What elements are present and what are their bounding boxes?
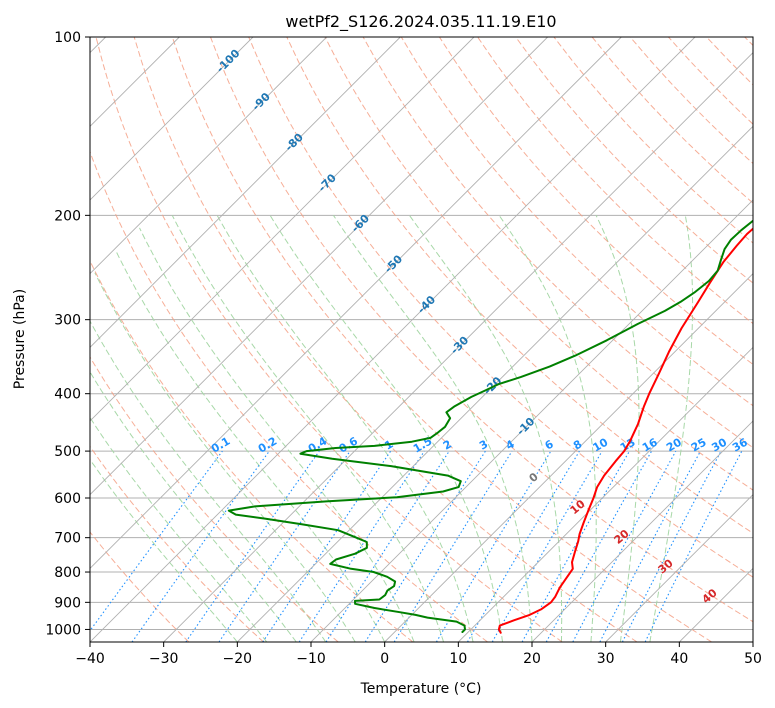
- moist-adiabat-line: [649, 215, 694, 642]
- isotherm-line: [384, 273, 753, 642]
- moist-adiabat-line: [498, 215, 597, 642]
- x-tick-label: 10: [449, 651, 467, 667]
- y-tick-label: 100: [54, 30, 81, 46]
- y-tick-label: 200: [54, 208, 81, 224]
- pressure-gridlines: [90, 36, 753, 630]
- isotherm-line: [605, 494, 753, 642]
- mixing-ratio-line: [393, 450, 513, 642]
- moist-adiabat-line: [332, 215, 533, 642]
- dry-adiabat-line: [171, 37, 712, 642]
- isotherm-line: [310, 199, 753, 642]
- moist-adiabat-line: [408, 215, 563, 642]
- y-tick-label: 500: [54, 444, 81, 460]
- x-tick-label: −30: [149, 651, 179, 667]
- moist-adiabat-line: [595, 215, 640, 642]
- mixing-ratio-line: [131, 450, 270, 642]
- x-tick-label: −10: [296, 651, 326, 667]
- mixing-ratio-line: [298, 450, 425, 642]
- dry-adiabat-line: [515, 37, 753, 284]
- isotherm-line: [90, 37, 696, 642]
- mixing-ratio-line: [185, 450, 320, 642]
- isotherm-line: [458, 346, 753, 642]
- plot-area: [90, 37, 753, 642]
- x-axis-title: Temperature (°C): [360, 681, 482, 697]
- moist-adiabat-line: [216, 215, 474, 642]
- dry-adiabat-line: [400, 37, 753, 407]
- moist-adiabat-line: [90, 458, 238, 642]
- mixing-ratio-line: [545, 450, 653, 642]
- dry-adiabat-line: [133, 37, 638, 642]
- dry-adiabat-line: [248, 37, 753, 578]
- isotherm-line: [90, 37, 622, 569]
- y-tick-label: 400: [54, 387, 81, 403]
- dry-adiabat-line: [90, 356, 339, 642]
- y-tick-label: 700: [54, 531, 81, 547]
- y-tick-label: 600: [54, 491, 81, 507]
- x-tick-label: 30: [597, 651, 615, 667]
- isotherm-line: [90, 37, 475, 422]
- isotherm-line: [90, 37, 548, 496]
- x-tick-label: 40: [670, 651, 688, 667]
- mixing-ratio-line: [218, 450, 351, 642]
- mixing-ratio-line: [644, 450, 743, 642]
- temperature-profile-line: [497, 227, 753, 634]
- x-tick-label: −40: [75, 651, 105, 667]
- dry-adiabat-line: [95, 37, 563, 642]
- x-axis-ticks: −40 −30 −20 −10 0 10 20 30 40 50: [75, 642, 762, 667]
- x-tick-label: 50: [744, 651, 762, 667]
- chart-title: wetPf2_S126.2024.035.11.19.E10: [285, 12, 556, 32]
- dry-adiabat-line: [90, 445, 264, 642]
- isotherm-line: [90, 37, 401, 348]
- x-tick-label: −20: [223, 651, 253, 667]
- moist-adiabat-line: [139, 227, 415, 642]
- dry-adiabat-line: [90, 150, 488, 642]
- isotherm-line: [237, 125, 753, 642]
- dry-adiabat-line: [210, 37, 753, 623]
- y-axis-title: Pressure (hPa): [12, 289, 28, 389]
- y-tick-label: 300: [54, 313, 81, 329]
- mixing-ratio-line: [262, 450, 392, 642]
- x-tick-label: 20: [523, 651, 541, 667]
- y-axis-ticks: 100 200 300 400 500 600 700 800 900 1000: [45, 30, 90, 638]
- mixing-ratio-line: [521, 450, 630, 642]
- mixing-ratio-lines: [90, 450, 743, 642]
- moist-adiabat-line: [90, 320, 327, 642]
- isotherm-lines: [90, 37, 753, 642]
- x-tick-label: 0: [380, 651, 389, 667]
- dewpoint-profile-line: [227, 219, 753, 633]
- plot-frame: [89, 36, 754, 643]
- profile-series: [227, 219, 753, 634]
- isotherm-line: [90, 37, 254, 201]
- moist-adiabat-line: [90, 416, 268, 642]
- y-tick-label: 900: [54, 595, 81, 611]
- dry-adiabat-line: [438, 37, 753, 366]
- mixing-ratio-line: [90, 450, 223, 632]
- moist-adiabat-line: [171, 215, 445, 642]
- mixing-ratio-line: [572, 450, 677, 642]
- mixing-ratio-line: [325, 450, 450, 642]
- isotherm-line: [531, 420, 753, 642]
- y-tick-label: 1000: [45, 622, 81, 638]
- moist-adiabat-line: [269, 215, 503, 642]
- dry-adiabat-line: [90, 531, 190, 642]
- isotherm-line: [163, 52, 753, 642]
- isotherm-line: [90, 37, 327, 275]
- y-tick-label: 800: [54, 565, 81, 581]
